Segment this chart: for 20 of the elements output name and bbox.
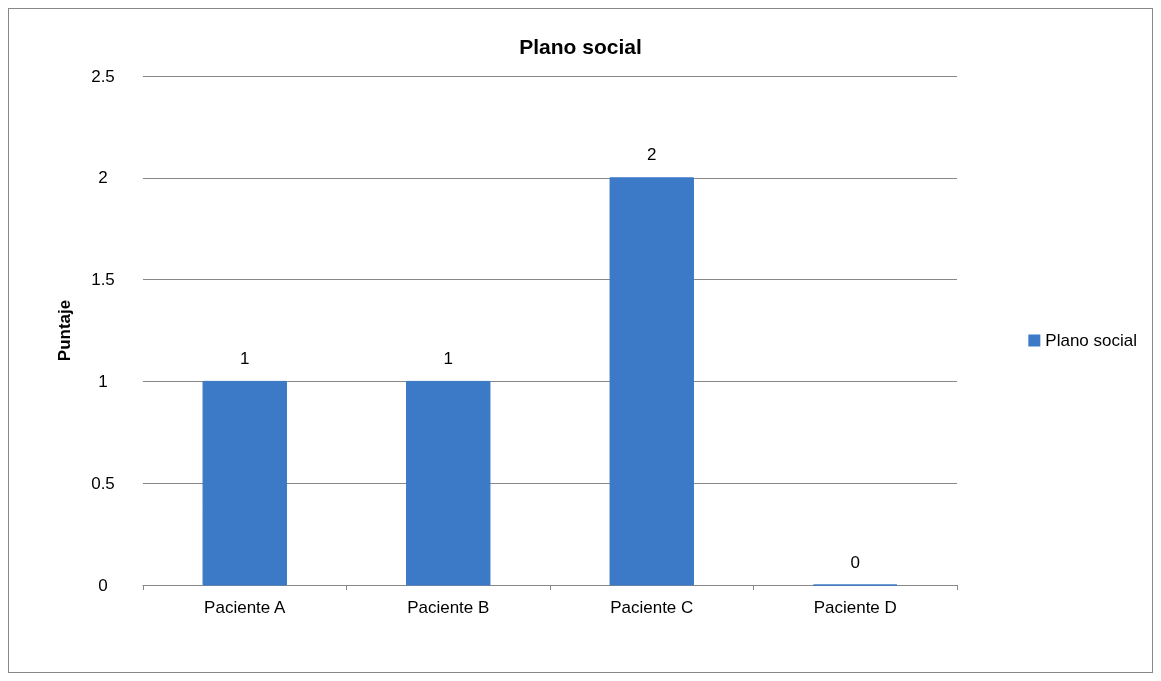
data-label: 1 — [443, 348, 453, 368]
x-tick-label: Paciente C — [610, 598, 694, 617]
y-axis-title: Puntaje — [55, 299, 74, 362]
legend-label: Plano social — [1045, 331, 1138, 350]
y-tick-label: 1.5 — [91, 270, 115, 290]
bar — [609, 177, 694, 586]
y-tick-label: 1 — [98, 371, 108, 391]
bar — [406, 380, 491, 586]
data-label: 1 — [240, 348, 250, 368]
bar — [202, 380, 287, 586]
x-tick-label: Paciente B — [407, 598, 490, 617]
x-tick-label: Paciente A — [204, 598, 287, 617]
x-tick-label: Paciente D — [813, 598, 897, 617]
data-label: 0 — [850, 552, 860, 572]
y-tick-label: 2 — [98, 168, 108, 188]
data-label: 2 — [647, 145, 657, 165]
y-tick-label: 0.5 — [91, 473, 115, 493]
y-tick-label: 2.5 — [91, 66, 115, 86]
chart-title: Plano social — [519, 35, 642, 58]
y-tick-label: 0 — [98, 575, 108, 595]
